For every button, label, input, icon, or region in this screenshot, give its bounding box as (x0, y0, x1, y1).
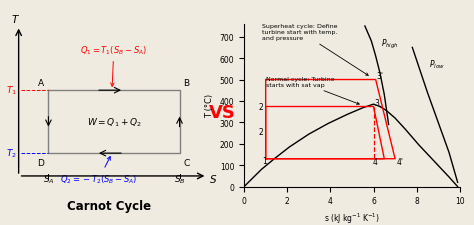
Text: $P_{low}$: $P_{low}$ (428, 58, 444, 71)
Text: C: C (183, 158, 190, 167)
Text: $T_1$: $T_1$ (6, 85, 17, 97)
Text: $Q_2 = -T_2(S_B - S_A)$: $Q_2 = -T_2(S_B - S_A)$ (60, 157, 138, 185)
Text: Carnot Cycle: Carnot Cycle (67, 199, 151, 212)
Text: 3': 3' (377, 72, 384, 81)
Text: D: D (37, 158, 45, 167)
Text: $P_{high}$: $P_{high}$ (381, 38, 399, 51)
Text: 3: 3 (374, 98, 380, 107)
Text: 2: 2 (258, 128, 263, 137)
Text: B: B (183, 79, 190, 88)
Text: $S_A$: $S_A$ (43, 173, 54, 185)
Text: $S$: $S$ (210, 173, 218, 184)
Text: 1: 1 (263, 156, 267, 165)
Text: $T$: $T$ (11, 14, 20, 25)
Text: $T_2$: $T_2$ (6, 147, 17, 160)
Text: $S_B$: $S_B$ (173, 173, 185, 185)
Text: 2: 2 (258, 102, 263, 111)
Text: VS: VS (210, 104, 236, 122)
Text: 4: 4 (373, 158, 377, 166)
Text: Superheat cycle: Define
turbine start with temp.
and pressure: Superheat cycle: Define turbine start wi… (263, 24, 368, 76)
Text: $Q_1 = T_1(S_B - S_A)$: $Q_1 = T_1(S_B - S_A)$ (80, 44, 147, 87)
Text: 4': 4' (396, 158, 403, 166)
X-axis label: s (kJ kg$^{-1}$ K$^{-1}$): s (kJ kg$^{-1}$ K$^{-1}$) (324, 211, 380, 225)
Text: Normal cycle: Turbine
starts with sat vap: Normal cycle: Turbine starts with sat va… (265, 77, 359, 105)
Text: $W = Q_1 + Q_2$: $W = Q_1 + Q_2$ (87, 116, 141, 128)
Y-axis label: T (°C): T (°C) (205, 94, 214, 118)
Text: A: A (38, 79, 45, 88)
